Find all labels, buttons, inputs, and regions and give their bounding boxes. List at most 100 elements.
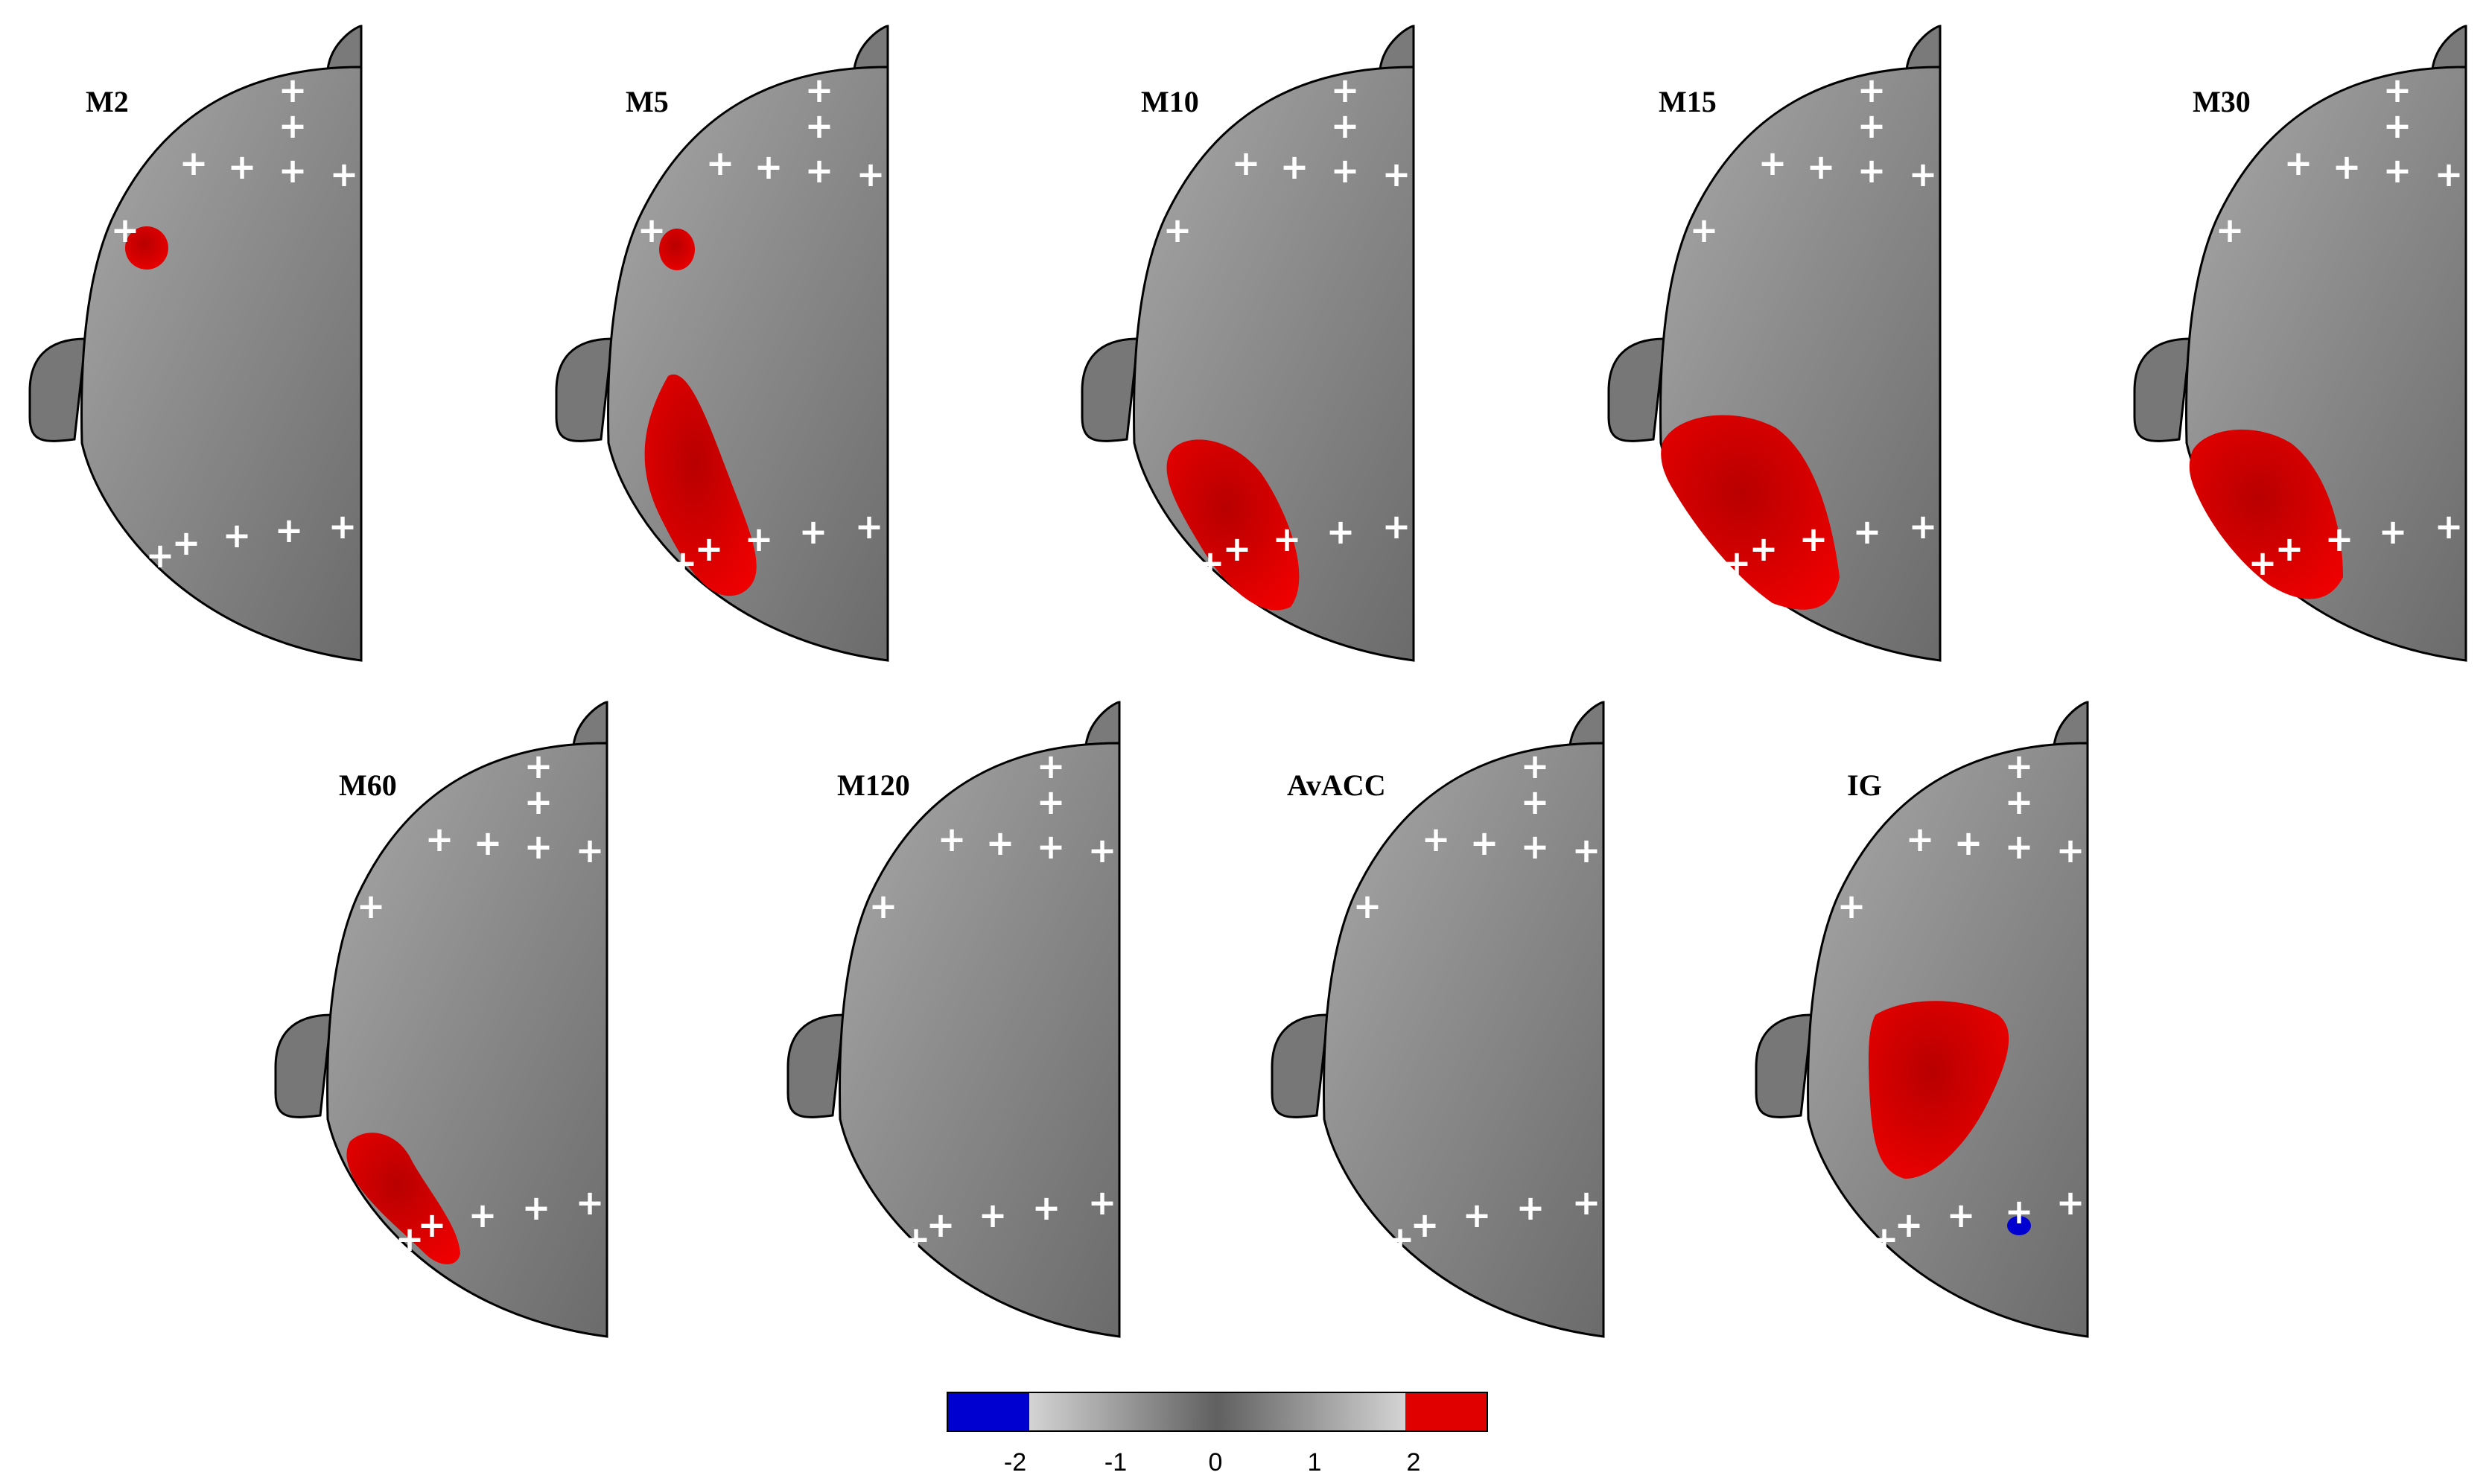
svg-text:+: + [1909,506,1938,547]
svg-text:+: + [2005,746,2034,786]
head-half [325,742,608,1338]
svg-text:+: + [1516,1188,1545,1228]
svg-text:+: + [1909,154,1938,194]
colorbar-negative-segment [947,1392,1029,1431]
svg-text:+: + [979,1195,1008,1235]
svg-text:+: + [279,70,308,110]
svg-text:+: + [1331,106,1360,146]
svg-text:+: + [669,543,698,583]
panel-m30: ++ + + + + + ++ + + + [2133,25,2467,662]
svg-text:+: + [2325,519,2354,559]
panel-label-m10: M10 [1141,85,1199,118]
svg-text:+: + [279,150,308,191]
svg-text:+: + [111,210,140,250]
svg-text:+: + [2383,70,2412,110]
svg-text:+: + [524,746,553,786]
svg-text:+: + [1037,827,1066,867]
svg-text:+: + [1572,830,1601,870]
panel-m15: ++ + + + + + ++ + + + [1607,25,1942,662]
svg-text:+: + [1331,70,1360,110]
svg-text:+: + [1470,823,1499,863]
sensor-markers: ++ + + + + + ++ + + + [1163,70,1411,583]
svg-text:+: + [468,1195,498,1235]
svg-text:+: + [330,154,359,194]
panel-label-m120: M120 [837,768,910,802]
svg-text:+: + [524,827,553,867]
cluster-positive [1661,415,1840,610]
svg-text:+: + [1163,210,1192,250]
svg-text:+: + [279,106,308,146]
head-ear [28,337,87,442]
svg-text:+: + [1223,529,1252,569]
svg-text:+: + [1032,1188,1061,1228]
svg-text:+: + [1572,1182,1601,1223]
svg-text:+: + [228,147,257,187]
head-half [838,742,1121,1338]
svg-text:+: + [902,1219,931,1259]
cluster-positive [346,1133,460,1264]
colorbar-gradient [1029,1392,1405,1431]
svg-text:+: + [1758,143,1787,183]
svg-text:+: + [524,782,553,822]
svg-text:+: + [2435,154,2464,194]
svg-text:+: + [2005,827,2034,867]
svg-text:+: + [425,819,454,859]
panel-m60: ++ + + + + + ++ + + + [274,701,608,1338]
svg-text:+: + [1521,746,1550,786]
colorbar-tick: -2 [1004,1448,1026,1477]
svg-text:+: + [1857,150,1886,191]
svg-text:+: + [1723,543,1752,583]
head-ear [1271,1013,1329,1118]
svg-text:+: + [855,506,884,547]
panel-m10: ++ + + + + + ++ + + + [1081,25,1415,662]
head-ear [786,1013,845,1118]
svg-text:+: + [2005,782,2034,822]
svg-text:+: + [1326,512,1355,552]
head-nose [2431,25,2467,71]
svg-text:+: + [2435,506,2464,547]
svg-text:+: + [2333,147,2362,187]
panel-m120: ++ + + + + + ++ + + + [786,701,1121,1338]
sensor-markers: ++ + + + + + ++ + + + [1353,746,1601,1259]
head-nose [1084,701,1121,747]
svg-text:+: + [745,519,774,559]
svg-text:+: + [869,886,898,926]
head-half [80,66,363,662]
svg-text:+: + [179,143,209,183]
svg-text:+: + [805,70,834,110]
sensor-markers: ++ + + + + + ++ + + + [1837,746,2085,1259]
svg-text:+: + [357,886,386,926]
svg-text:+: + [2275,529,2304,569]
svg-text:+: + [2216,210,2245,250]
svg-text:+: + [1906,819,1935,859]
svg-text:+: + [1837,886,1866,926]
svg-text:+: + [754,147,783,187]
panel-m5: ++ + + + + + ++ + + + [555,25,889,662]
svg-text:+: + [1331,150,1360,191]
colorbar-tick: 1 [1308,1448,1322,1477]
colorbar-positive-segment [1405,1392,1487,1431]
head-nose [1379,25,1415,71]
svg-text:+: + [1895,1205,1924,1245]
panel-label-m60: M60 [339,768,397,802]
panel-ig: ++ + + + + + ++ + + + [1755,701,2089,1338]
panel-label-m5: M5 [626,85,669,118]
head-ear [555,337,614,442]
sensor-markers: ++ + + + + + ++ + + + [2216,70,2464,583]
svg-text:+: + [146,535,175,576]
svg-text:+: + [1037,746,1066,786]
svg-text:+: + [1521,782,1550,822]
svg-text:+: + [1799,519,1828,559]
cluster-negative [2007,1216,2031,1235]
head-ear [274,1013,333,1118]
svg-text:+: + [275,510,304,550]
svg-text:+: + [1382,506,1411,547]
panel-avacc: ++ + + + + + ++ + + + [1271,701,1605,1338]
svg-text:+: + [2284,143,2313,183]
svg-text:+: + [223,515,252,555]
sensor-markers: ++ + + + + + ++ + + + [357,746,605,1259]
svg-text:+: + [1521,827,1550,867]
head-ear [1755,1013,1813,1118]
svg-text:+: + [1088,830,1117,870]
svg-text:+: + [1353,886,1382,926]
